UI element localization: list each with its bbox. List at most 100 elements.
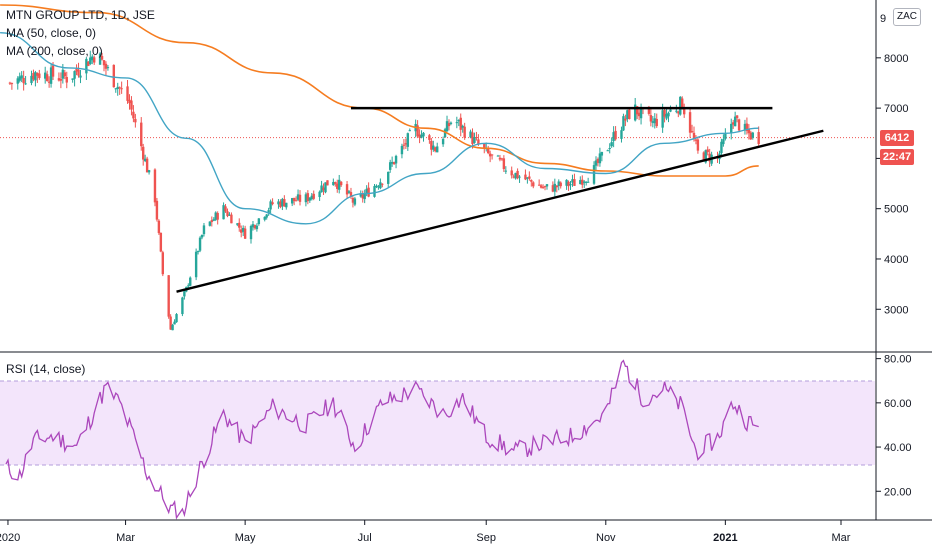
- candle-body: [722, 139, 725, 145]
- candle-body: [36, 72, 39, 76]
- candle-body: [18, 76, 21, 81]
- candle-body: [61, 69, 65, 79]
- candle-body: [571, 179, 574, 183]
- candle-body: [230, 214, 233, 224]
- candle-body: [38, 73, 41, 79]
- candle-body: [620, 130, 623, 139]
- price-tick-label: 7000: [884, 103, 908, 115]
- candle-body: [79, 75, 82, 78]
- candle-body: [361, 193, 364, 199]
- candle-body: [265, 214, 268, 218]
- candle-body: [655, 118, 658, 127]
- candle-body: [304, 194, 308, 203]
- candle-body: [263, 216, 266, 220]
- candle-body: [704, 150, 707, 163]
- candle-body: [539, 185, 543, 188]
- candle-body: [326, 180, 329, 186]
- candle-body: [373, 186, 376, 197]
- candle-body: [222, 205, 225, 220]
- candle-body: [400, 145, 404, 155]
- candle-body: [194, 251, 198, 278]
- candle-body: [279, 201, 282, 208]
- candle-body: [296, 194, 300, 200]
- candle-body: [210, 220, 214, 223]
- legend-ma50[interactable]: MA (50, close, 0): [6, 26, 97, 40]
- ascending-trendline[interactable]: [176, 129, 824, 293]
- candle-body: [665, 113, 668, 119]
- candle-body: [747, 128, 751, 134]
- candle-body: [596, 158, 600, 163]
- time-tick-label: May: [235, 532, 256, 544]
- candle-body: [181, 297, 184, 315]
- candle-body: [543, 186, 547, 188]
- candle-body: [486, 148, 490, 154]
- price-axis-partial-label: 9: [880, 13, 886, 25]
- candle-body: [59, 79, 63, 81]
- candle-body: [422, 132, 425, 137]
- candle-body: [98, 53, 102, 65]
- candle-body: [290, 198, 294, 204]
- candle-body: [130, 100, 133, 110]
- candle-body: [226, 211, 229, 217]
- candle-body: [682, 107, 686, 115]
- candle-body: [161, 252, 165, 275]
- candle-body: [679, 96, 682, 115]
- candle-body: [240, 229, 243, 233]
- time-tick-label: 2021: [713, 532, 737, 544]
- candle-body: [143, 158, 147, 162]
- candle-body: [142, 146, 145, 160]
- price-tick-label: 3000: [884, 304, 908, 316]
- candle-body: [532, 182, 535, 187]
- candle-body: [667, 112, 670, 117]
- candle-body: [457, 119, 460, 122]
- candle-body: [524, 174, 527, 180]
- candle-body: [375, 185, 378, 188]
- candle-body: [600, 151, 604, 156]
- candle-body: [249, 225, 253, 240]
- countdown-tag: 22:47: [880, 148, 914, 165]
- candle-body: [592, 165, 596, 184]
- candle-body: [377, 186, 380, 188]
- rsi-band: [0, 381, 875, 465]
- candle-body: [73, 71, 76, 79]
- candle-body: [749, 132, 753, 140]
- candle-body: [269, 201, 272, 210]
- candle-body: [351, 198, 355, 203]
- candle-body: [469, 131, 472, 138]
- candle-body: [418, 134, 421, 138]
- candle-body: [208, 221, 212, 226]
- candle-body: [584, 181, 588, 183]
- candle-body: [416, 125, 419, 137]
- candle-body: [649, 115, 653, 122]
- candle-body: [445, 121, 449, 132]
- candle-body: [500, 158, 504, 160]
- price-axis[interactable]: 300040005000600070008000: [876, 53, 908, 316]
- price-tick-label: 8000: [884, 53, 908, 65]
- candle-body: [388, 162, 392, 170]
- candle-body: [504, 170, 508, 172]
- candle-body: [155, 200, 159, 220]
- time-tick-label: 2020: [0, 532, 20, 544]
- candle-body: [579, 180, 582, 185]
- legend-rsi[interactable]: RSI (14, close): [6, 362, 86, 376]
- candle-body: [183, 291, 186, 297]
- currency-badge[interactable]: ZAC: [893, 8, 921, 26]
- candle-body: [583, 181, 586, 183]
- candle-body: [104, 63, 108, 69]
- candle-body: [475, 137, 478, 139]
- legend-symbol[interactable]: MTN GROUP LTD, 1D, JSE: [6, 8, 155, 22]
- candle-body: [271, 202, 274, 205]
- candle-body: [285, 202, 288, 208]
- candle-body: [159, 232, 163, 252]
- candle-body: [298, 194, 302, 202]
- rsi-axis[interactable]: 20.00 40.00 60.00 80.00: [876, 354, 912, 499]
- candle-body: [675, 110, 678, 112]
- rsi-line: [5, 359, 759, 520]
- candle-body: [49, 67, 53, 84]
- time-tick-label: Nov: [596, 532, 616, 544]
- time-axis[interactable]: 2020 Mar May Jul Sep Nov 2021 Mar: [0, 520, 851, 544]
- legend-ma200[interactable]: MA (200, close, 0): [6, 44, 103, 58]
- candle-body: [635, 106, 639, 115]
- candle-body: [724, 133, 727, 139]
